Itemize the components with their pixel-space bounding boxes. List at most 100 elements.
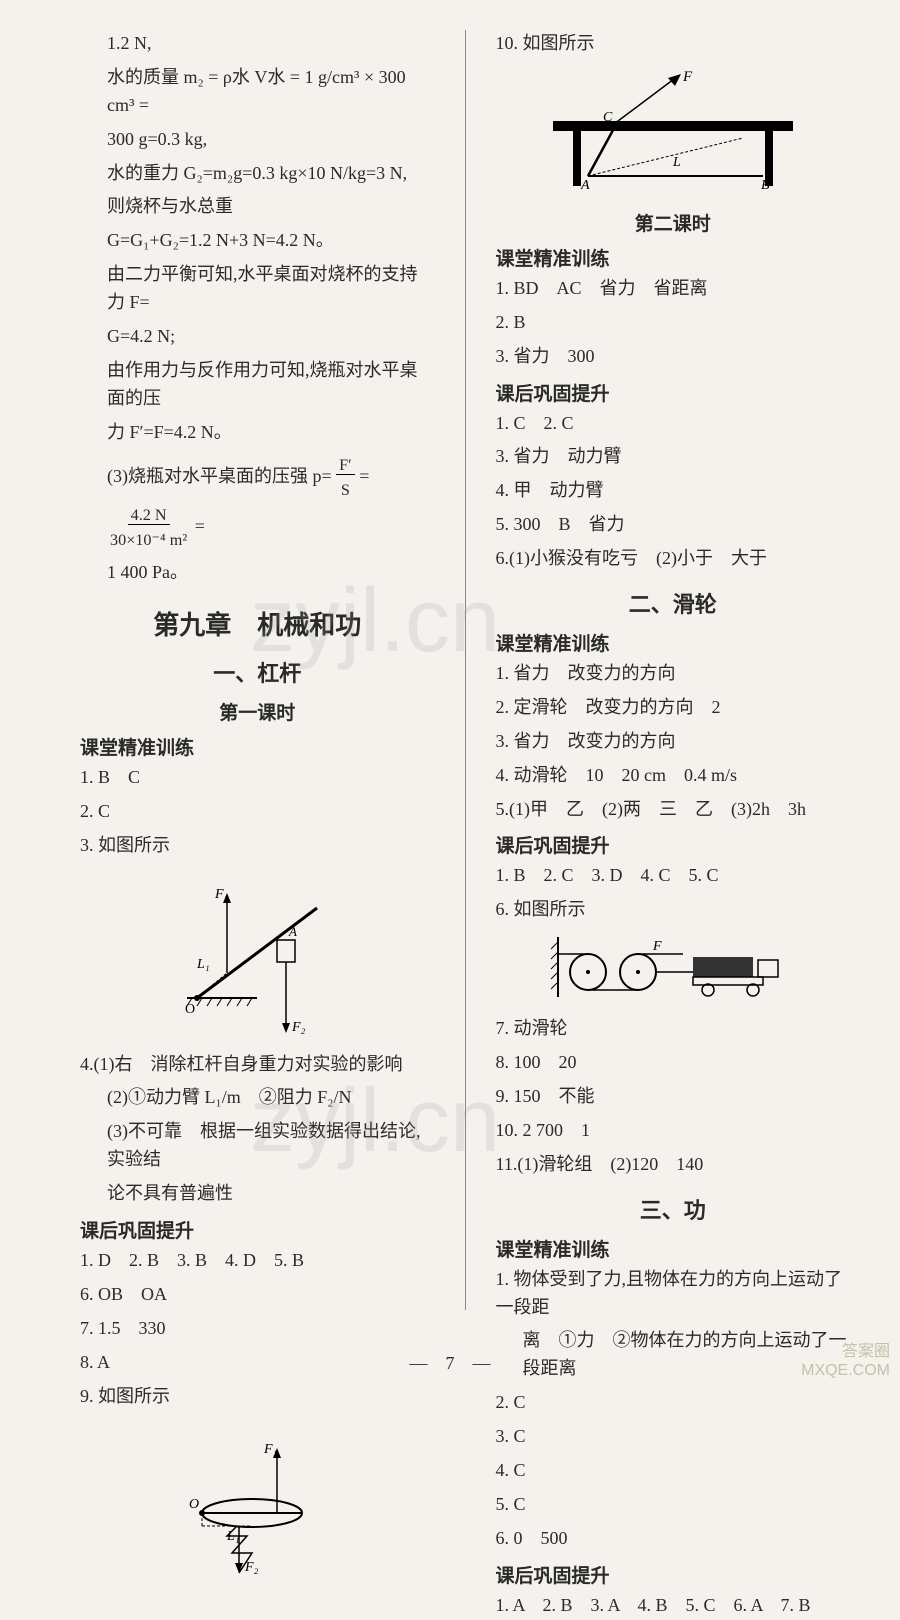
answer: 10. 如图所示	[496, 30, 851, 58]
text: G=G₁+G₂=1.2 N+3 N=4.2 N。	[80, 227, 435, 255]
answer: 9. 如图所示	[80, 1383, 435, 1411]
svg-text:F: F	[682, 69, 693, 85]
svg-text:C: C	[603, 110, 613, 125]
answer: 1. 物体受到了力,且物体在力的方向上运动了一段距	[496, 1266, 851, 1322]
heading: 课后巩固提升	[496, 831, 851, 858]
text: 则烧杯与水总重	[80, 193, 435, 221]
section-title: 一、杠杆	[80, 656, 435, 688]
answer: 3. 如图所示	[80, 832, 435, 860]
subsection-title: 第二课时	[496, 209, 851, 236]
answer: 5. 300 B 省力	[496, 511, 851, 539]
answer: 5.(1)甲 乙 (2)两 三 乙 (3)2h 3h	[496, 796, 851, 824]
lever-svg-2: O F₁ L₁ F₂	[157, 1418, 357, 1578]
answer: 11.(1)滑轮组 (2)120 140	[496, 1151, 851, 1179]
text: 300 g=0.3 kg,	[80, 126, 435, 154]
corner-logo: 答案圈 MXQE.COM	[801, 1342, 890, 1380]
answer: 6.(1)小猴没有吃亏 (2)小于 大于	[496, 545, 851, 573]
svg-text:O: O	[189, 1497, 199, 1512]
text: (3)烧瓶对水平桌面的压强 p= F′S = 4.2 N30×10⁻⁴ m² =	[80, 453, 435, 553]
text: 力 F′=F=4.2 N。	[80, 419, 435, 447]
answer: 5. C	[496, 1491, 851, 1519]
answer: 论不具有普遍性	[80, 1180, 435, 1208]
svg-text:B: B	[761, 178, 770, 193]
answer: 1. BD AC 省力 省距离	[496, 275, 851, 303]
lever-svg-3: F C L A B	[543, 66, 803, 196]
column-divider	[465, 30, 466, 1310]
subsection-title: 第一课时	[80, 698, 435, 725]
page-number: — 7 —	[0, 1349, 900, 1375]
text: 由作用力与反作用力可知,烧瓶对水平桌面的压	[80, 357, 435, 413]
answer: 7. 1.5 330	[80, 1315, 435, 1343]
answer: 9. 150 不能	[496, 1083, 851, 1111]
lever-svg-1: O F₁ L₁ F₂ A	[167, 868, 347, 1038]
text: 由二力平衡可知,水平桌面对烧杯的支持力 F=	[80, 261, 435, 317]
answer: 8. 100 20	[496, 1049, 851, 1077]
numerator: F′	[336, 456, 355, 475]
text: 水的重力 G₂=m₂g=0.3 kg×10 N/kg=3 N,	[80, 160, 435, 188]
answer: 4. 动滑轮 10 20 cm 0.4 m/s	[496, 762, 851, 790]
heading: 课堂精准训练	[80, 733, 435, 760]
text: (3)烧瓶对水平桌面的压强 p=	[107, 466, 332, 486]
answer: 10. 2 700 1	[496, 1117, 851, 1145]
svg-text:A: A	[288, 924, 297, 939]
lever-figure-1: O F₁ L₁ F₂ A	[80, 868, 435, 1043]
heading: 课堂精准训练	[496, 629, 851, 656]
svg-text:F₂: F₂	[244, 1560, 259, 1575]
numerator: 4.2 N	[128, 506, 170, 525]
answer: 4. 甲 动力臂	[496, 477, 851, 505]
svg-text:F₂: F₂	[291, 1020, 306, 1035]
svg-text:O: O	[185, 1002, 195, 1017]
answer: 3. 省力 300	[496, 343, 851, 371]
right-column: 10. 如图所示 F C L A B 第二课时 课堂精准训练 1. BD AC …	[496, 30, 851, 1310]
answer: 2. C	[496, 1389, 851, 1417]
left-column: 1.2 N, 水的质量 m₂ = ρ水 V水 = 1 g/cm³ × 300 c…	[80, 30, 435, 1310]
answer: 1. C 2. C	[496, 410, 851, 438]
answer: 3. 省力 改变力的方向	[496, 728, 851, 756]
svg-text:F: F	[652, 939, 662, 954]
fraction: 4.2 N 30×10⁻⁴ m²	[107, 503, 190, 553]
chapter-title: 第九章 机械和功	[80, 605, 435, 642]
answer: 4. C	[496, 1457, 851, 1485]
svg-text:A: A	[580, 178, 590, 193]
fraction: F′ S	[336, 453, 355, 503]
corner-a: 答案圈	[801, 1342, 890, 1361]
text: G=4.2 N;	[80, 323, 435, 351]
answer: (3)不可靠 根据一组实验数据得出结论,实验结	[80, 1118, 435, 1174]
svg-text:F₁: F₁	[214, 887, 228, 902]
lever-figure-3: F C L A B	[496, 66, 851, 201]
answer: 6. 如图所示	[496, 896, 851, 924]
answer: 3. 省力 动力臂	[496, 443, 851, 471]
pulley-figure: F	[496, 932, 851, 1007]
page-columns: 1.2 N, 水的质量 m₂ = ρ水 V水 = 1 g/cm³ × 300 c…	[80, 30, 850, 1310]
heading: 课后巩固提升	[496, 379, 851, 406]
svg-text:L: L	[672, 155, 681, 170]
answer: 1. D 2. B 3. B 4. D 5. B	[80, 1247, 435, 1275]
heading: 课堂精准训练	[496, 244, 851, 271]
answer: 6. OB OA	[80, 1281, 435, 1309]
text: 1 400 Pa。	[80, 559, 435, 587]
answer: 2. C	[80, 798, 435, 826]
answer: 1. B C	[80, 764, 435, 792]
heading: 课后巩固提升	[80, 1216, 435, 1243]
answer: 3. C	[496, 1423, 851, 1451]
text: =	[195, 516, 205, 536]
denominator: S	[338, 481, 353, 499]
pulley-svg: F	[543, 932, 803, 1002]
lever-figure-2: O F₁ L₁ F₂	[80, 1418, 435, 1583]
heading: 课后巩固提升	[496, 1561, 851, 1588]
answer: 4.(1)右 消除杠杆自身重力对实验的影响	[80, 1051, 435, 1079]
answer: 6. 0 500	[496, 1525, 851, 1553]
answer: 7. 动滑轮	[496, 1015, 851, 1043]
denominator: 30×10⁻⁴ m²	[107, 531, 190, 549]
answer: 1. B 2. C 3. D 4. C 5. C	[496, 862, 851, 890]
text: 1.2 N,	[80, 30, 435, 58]
corner-b: MXQE.COM	[801, 1361, 890, 1380]
answer: 1. 省力 改变力的方向	[496, 660, 851, 688]
answer: (2)①动力臂 L₁/m ②阻力 F₂/N	[80, 1084, 435, 1112]
answer: 2. 定滑轮 改变力的方向 2	[496, 694, 851, 722]
svg-text:F₁: F₁	[263, 1442, 277, 1457]
section-title: 二、滑轮	[496, 587, 851, 619]
answer: 2. B	[496, 309, 851, 337]
answer: 1. A 2. B 3. A 4. B 5. C 6. A 7. B	[496, 1592, 851, 1620]
text: 水的质量 m₂ = ρ水 V水 = 1 g/cm³ × 300 cm³ =	[80, 64, 435, 120]
